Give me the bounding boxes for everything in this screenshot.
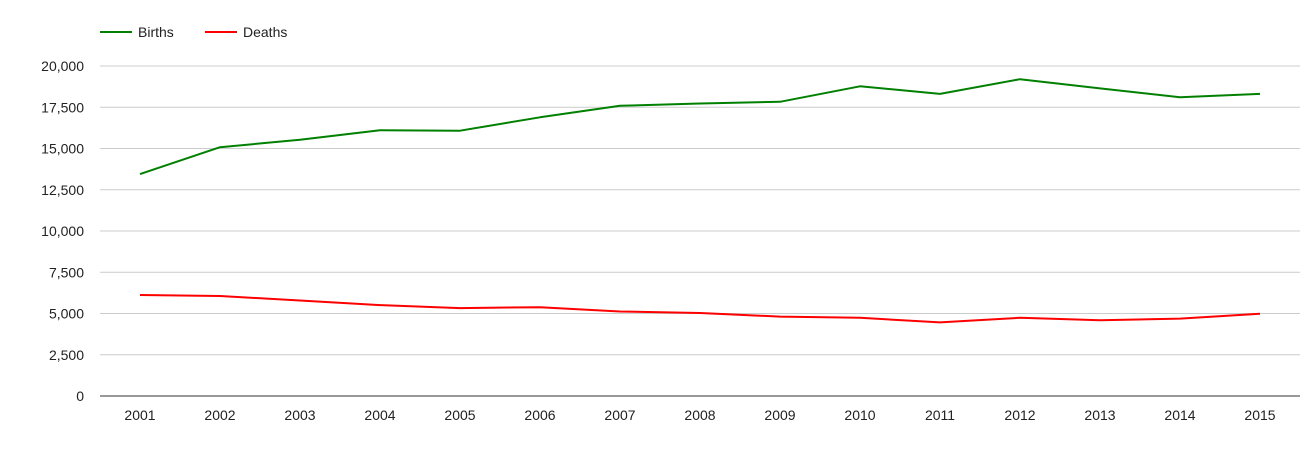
y-tick-label: 2,500 (49, 347, 84, 363)
x-tick-label: 2013 (1084, 407, 1115, 423)
data-point-births[interactable] (376, 126, 384, 134)
y-tick-label: 17,500 (41, 99, 84, 115)
data-point-births[interactable] (296, 136, 304, 144)
legend-label-births: Births (138, 24, 174, 40)
data-point-deaths[interactable] (1016, 314, 1024, 322)
data-point-deaths[interactable] (1096, 316, 1104, 324)
data-point-deaths[interactable] (856, 314, 864, 322)
series-line-deaths[interactable] (139, 294, 1261, 324)
y-tick-label: 15,000 (41, 141, 84, 157)
series-lines (136, 75, 1264, 326)
y-tick-label: 7,500 (49, 264, 84, 280)
data-point-deaths[interactable] (136, 291, 144, 299)
data-point-deaths[interactable] (376, 301, 384, 309)
y-tick-label: 20,000 (41, 58, 84, 74)
series-line-births[interactable] (139, 78, 1261, 176)
data-point-deaths[interactable] (1176, 315, 1184, 323)
data-point-deaths[interactable] (936, 318, 944, 326)
legend: Births Deaths (100, 24, 287, 40)
gridlines (100, 65, 1300, 356)
data-point-births[interactable] (936, 90, 944, 98)
data-point-births[interactable] (1016, 75, 1024, 83)
x-tick-label: 2006 (524, 407, 555, 423)
x-tick-label: 2012 (1004, 407, 1035, 423)
y-tick-label: 12,500 (41, 182, 84, 198)
legend-item-births[interactable]: Births (100, 24, 174, 40)
legend-item-deaths[interactable]: Deaths (205, 24, 287, 40)
x-tick-label: 2008 (684, 407, 715, 423)
x-tick-label: 2002 (204, 407, 235, 423)
x-tick-label: 2010 (844, 407, 875, 423)
data-point-births[interactable] (136, 170, 144, 178)
x-tick-label: 2001 (124, 407, 155, 423)
y-tick-label: 0 (76, 388, 84, 404)
data-point-births[interactable] (776, 98, 784, 106)
data-point-births[interactable] (696, 99, 704, 107)
data-point-births[interactable] (856, 82, 864, 90)
legend-label-deaths: Deaths (243, 24, 287, 40)
y-tick-label: 5,000 (49, 306, 84, 322)
data-point-deaths[interactable] (456, 304, 464, 312)
data-point-births[interactable] (1256, 90, 1264, 98)
data-point-births[interactable] (536, 113, 544, 121)
x-tick-label: 2015 (1244, 407, 1275, 423)
x-tick-label: 2003 (284, 407, 315, 423)
data-point-deaths[interactable] (1256, 310, 1264, 318)
data-point-births[interactable] (616, 102, 624, 110)
x-tick-label: 2014 (1164, 407, 1195, 423)
x-tick-label: 2011 (925, 407, 955, 423)
data-point-deaths[interactable] (696, 309, 704, 317)
data-point-births[interactable] (456, 127, 464, 135)
data-point-deaths[interactable] (296, 296, 304, 304)
x-tick-label: 2009 (764, 407, 795, 423)
data-point-births[interactable] (216, 143, 224, 151)
x-tick-label: 2007 (604, 407, 635, 423)
x-tick-label: 2005 (444, 407, 475, 423)
x-tick-label: 2004 (364, 407, 395, 423)
data-point-deaths[interactable] (216, 292, 224, 300)
data-point-births[interactable] (1096, 84, 1104, 92)
y-tick-label: 10,000 (41, 223, 84, 239)
data-point-deaths[interactable] (616, 308, 624, 316)
data-point-deaths[interactable] (536, 303, 544, 311)
data-point-births[interactable] (1176, 93, 1184, 101)
axes: 0 2,500 5,000 7,500 10,000 12,500 15,000 17,500… (41, 58, 1300, 423)
data-point-deaths[interactable] (776, 313, 784, 321)
